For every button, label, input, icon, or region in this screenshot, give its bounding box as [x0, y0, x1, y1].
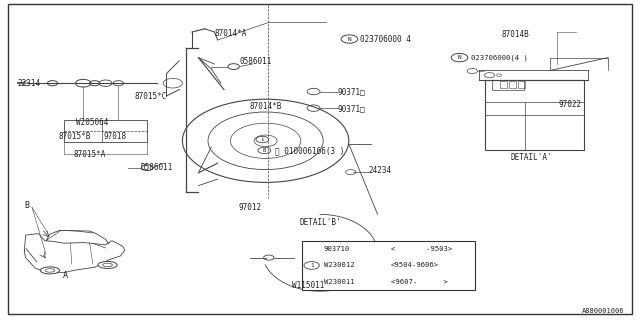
Text: 24234: 24234: [369, 166, 392, 175]
Text: W230011: W230011: [324, 279, 355, 285]
Text: 90371□: 90371□: [338, 88, 365, 97]
Text: 97018: 97018: [104, 132, 127, 141]
Text: 87015*B: 87015*B: [59, 132, 92, 141]
Text: 87014*A: 87014*A: [214, 29, 247, 38]
Bar: [302, 241, 475, 290]
Text: 97022: 97022: [559, 100, 582, 109]
Text: 903710: 903710: [324, 246, 350, 252]
Text: 87014B: 87014B: [501, 30, 529, 39]
Text: DETAIL'A': DETAIL'A': [511, 153, 552, 162]
Circle shape: [228, 64, 239, 69]
Text: 0586011: 0586011: [240, 57, 273, 66]
Ellipse shape: [98, 261, 117, 268]
Text: 1: 1: [310, 263, 314, 268]
Bar: [518, 81, 525, 88]
Text: <9504-9606>: <9504-9606>: [391, 262, 439, 268]
Text: 97012: 97012: [239, 203, 262, 212]
Text: W230012: W230012: [324, 262, 355, 268]
Text: 023706000 4: 023706000 4: [360, 35, 411, 44]
Text: <9607-      >: <9607- >: [391, 279, 448, 285]
Text: B: B: [24, 201, 29, 210]
Text: 90371□: 90371□: [338, 104, 365, 113]
Text: DETAIL'B': DETAIL'B': [300, 218, 341, 227]
Text: A880001006: A880001006: [582, 308, 624, 314]
Bar: [492, 80, 524, 90]
Text: N: N: [348, 36, 351, 42]
Text: 87015*C: 87015*C: [134, 92, 167, 100]
Ellipse shape: [103, 263, 113, 267]
Text: <       -9503>: < -9503>: [391, 246, 452, 252]
Text: 023706000(4 ): 023706000(4 ): [471, 54, 528, 61]
Ellipse shape: [45, 269, 55, 272]
Ellipse shape: [40, 267, 60, 274]
FancyArrowPatch shape: [26, 249, 36, 262]
Text: W115011: W115011: [292, 281, 324, 290]
Text: ⓑ 010006166(3 ): ⓑ 010006166(3 ): [275, 146, 344, 155]
Bar: [500, 81, 507, 88]
Bar: [64, 120, 147, 142]
Text: N: N: [458, 55, 461, 60]
Text: W205064: W205064: [76, 118, 108, 127]
Text: D586011: D586011: [141, 163, 173, 172]
Bar: [509, 81, 516, 88]
Text: A: A: [63, 271, 68, 280]
Circle shape: [141, 165, 153, 171]
Text: B: B: [262, 148, 266, 153]
Text: i: i: [260, 137, 264, 142]
Text: 87014*B: 87014*B: [250, 102, 282, 111]
Text: 87015*A: 87015*A: [74, 150, 106, 159]
Bar: [485, 80, 584, 150]
Text: 22314: 22314: [18, 79, 41, 88]
